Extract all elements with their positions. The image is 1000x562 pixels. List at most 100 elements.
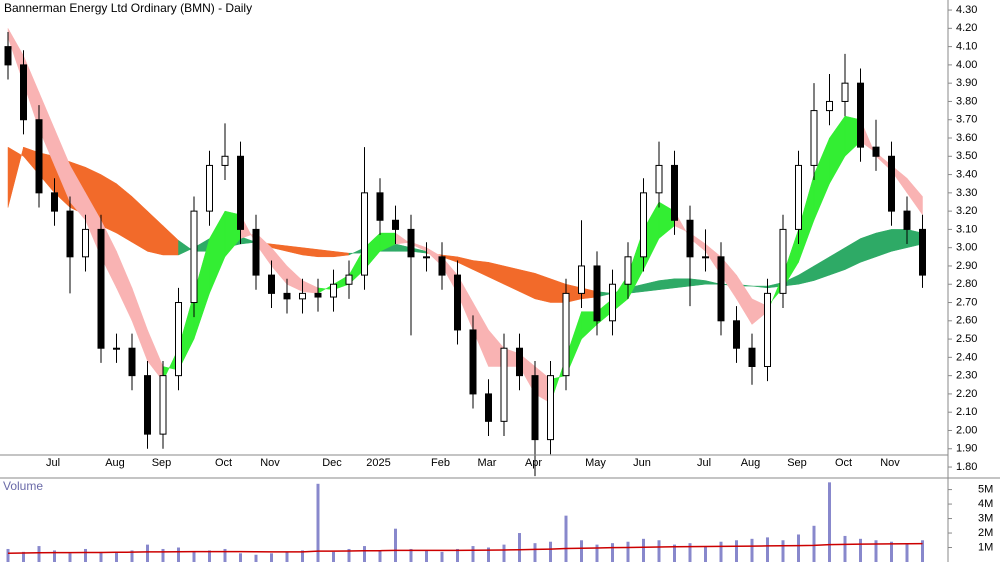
y-tick-label: 3.20 bbox=[956, 205, 977, 217]
candle-body bbox=[593, 265, 601, 322]
volume-bar bbox=[580, 540, 583, 562]
candle-body bbox=[407, 228, 415, 258]
volume-bar bbox=[781, 540, 785, 562]
x-tick-label: Jul bbox=[46, 457, 60, 469]
volume-bar bbox=[626, 541, 630, 562]
candle-body bbox=[888, 155, 895, 212]
y-tick-label: 3.00 bbox=[956, 242, 977, 254]
volume-bar bbox=[471, 546, 475, 562]
candle-body bbox=[345, 274, 353, 285]
volume-bar bbox=[177, 547, 180, 562]
candle-body bbox=[485, 393, 492, 422]
candle-body bbox=[252, 228, 260, 276]
x-tick-label: Nov bbox=[260, 457, 280, 469]
volume-bar bbox=[921, 540, 924, 562]
volume-bar bbox=[750, 538, 754, 562]
volume-bar bbox=[874, 540, 878, 562]
volume-bar bbox=[332, 551, 335, 562]
volume-bar bbox=[409, 548, 413, 562]
y-tick-label: 2.70 bbox=[956, 296, 977, 308]
candle-body bbox=[826, 100, 833, 112]
volume-bar bbox=[828, 482, 831, 562]
candle-body bbox=[671, 164, 678, 221]
volume-bar bbox=[363, 546, 366, 562]
candle-body bbox=[392, 219, 399, 230]
y-tick-label: 3.80 bbox=[956, 95, 977, 107]
ribbon-segment bbox=[674, 278, 691, 289]
candle-body bbox=[221, 155, 229, 166]
y-tick-label: 3.60 bbox=[956, 132, 977, 144]
candle-body bbox=[872, 146, 880, 157]
y-tick-label: 2M bbox=[978, 527, 993, 539]
volume-bar bbox=[130, 550, 134, 562]
volume-bar bbox=[533, 543, 537, 562]
candle-body bbox=[283, 292, 291, 300]
ribbon-segment bbox=[891, 229, 908, 252]
candle-body bbox=[20, 64, 27, 121]
volume-bar bbox=[115, 552, 118, 562]
volume-bar bbox=[502, 544, 506, 562]
y-tick-label: 3.50 bbox=[956, 150, 977, 162]
candle-body bbox=[919, 228, 926, 276]
candle-body bbox=[655, 164, 663, 194]
ribbon-segment bbox=[658, 278, 675, 291]
x-tick-label: Dec bbox=[322, 457, 342, 469]
volume-bar bbox=[549, 541, 552, 562]
ribbon-segment bbox=[705, 280, 722, 285]
y-tick-label: 3.70 bbox=[956, 114, 977, 126]
candle-body bbox=[562, 292, 570, 377]
ribbon-segment bbox=[906, 177, 923, 216]
volume-bar bbox=[161, 548, 165, 562]
x-tick-label: May bbox=[585, 457, 606, 469]
y-tick-label: 1.80 bbox=[956, 461, 977, 473]
y-tick-label: 1.90 bbox=[956, 443, 977, 455]
candle-body bbox=[376, 192, 384, 221]
volume-bar bbox=[611, 543, 614, 562]
candle-body bbox=[438, 256, 446, 276]
candle-body bbox=[640, 192, 647, 258]
x-tick-label: Sep bbox=[787, 457, 807, 469]
candle-body bbox=[764, 292, 771, 367]
candle-body bbox=[578, 265, 585, 294]
y-tick-label: 2.30 bbox=[956, 370, 977, 382]
volume-bar bbox=[456, 548, 459, 562]
candle-body bbox=[547, 375, 554, 441]
volume-bar bbox=[657, 540, 661, 562]
volume-bar bbox=[735, 540, 738, 562]
volume-bar bbox=[6, 548, 10, 562]
volume-bar bbox=[378, 550, 382, 562]
candle-body bbox=[66, 210, 74, 258]
x-tick-label: Apr bbox=[525, 457, 542, 469]
candle-body bbox=[190, 210, 198, 304]
x-tick-label: Oct bbox=[215, 457, 232, 469]
volume-bar bbox=[797, 534, 800, 562]
volume-bar bbox=[688, 543, 692, 562]
x-tick-label: Oct bbox=[835, 457, 852, 469]
candle-body bbox=[717, 256, 725, 322]
y-tick-label: 3.90 bbox=[956, 77, 977, 89]
candle-body bbox=[51, 192, 58, 212]
volume-bar bbox=[595, 544, 599, 562]
y-tick-label: 4.10 bbox=[956, 41, 977, 53]
candle-body bbox=[531, 375, 539, 441]
candle-body bbox=[82, 228, 89, 258]
candle-body bbox=[609, 283, 616, 322]
volume-bar bbox=[766, 537, 769, 562]
candles bbox=[4, 31, 926, 477]
y-tick-label: 2.10 bbox=[956, 406, 977, 418]
candle-body bbox=[841, 82, 849, 102]
volume-bar bbox=[704, 546, 707, 562]
volume-bar bbox=[905, 543, 909, 562]
candle-body bbox=[810, 110, 818, 166]
y-tick-label: 3.30 bbox=[956, 187, 977, 199]
y-tick-label: 4.20 bbox=[956, 22, 977, 34]
volume-bar bbox=[719, 541, 723, 562]
candle-body bbox=[500, 347, 508, 422]
candle-body bbox=[113, 347, 120, 350]
candle-body bbox=[128, 347, 136, 377]
candle-body bbox=[516, 347, 523, 377]
x-tick-label: Jun bbox=[633, 457, 651, 469]
ribbon-segment bbox=[100, 174, 117, 234]
y-tick-label: 2.60 bbox=[956, 315, 977, 327]
